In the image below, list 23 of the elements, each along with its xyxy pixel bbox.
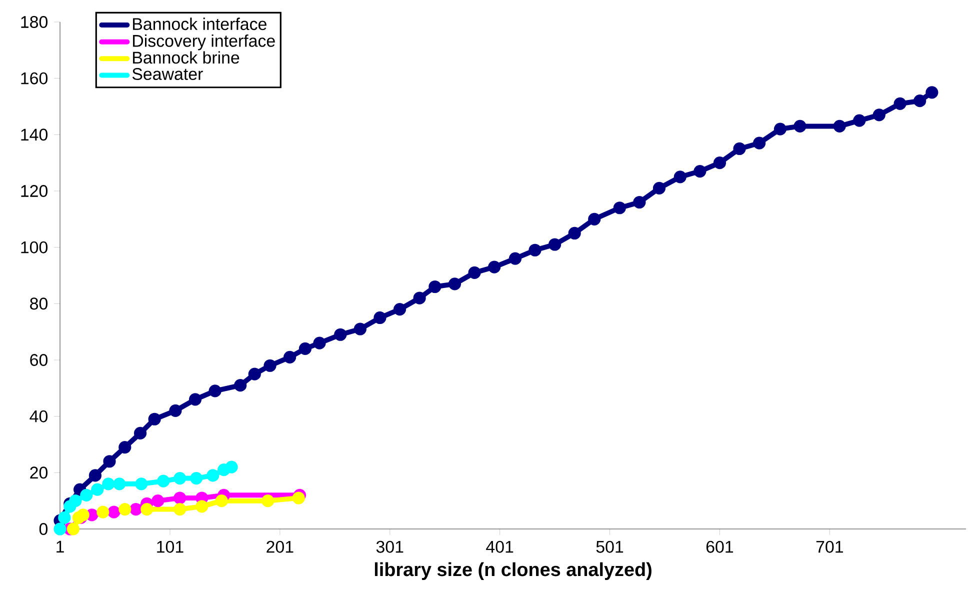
y-tick-label: 180 (21, 16, 48, 28)
y-tick-label: 60 (30, 354, 48, 366)
y-tick-label: 20 (30, 466, 48, 479)
y-tick-label: 80 (30, 298, 48, 310)
legend-label: Bannock brine (133, 51, 240, 64)
legend-label: Seawater (132, 68, 203, 80)
x-tick-label: 701 (816, 540, 843, 553)
y-tick-label: 0 (39, 522, 48, 535)
y-tick-label: 160 (21, 72, 48, 84)
x-tick-label: 501 (596, 540, 624, 553)
y-tick-label: 100 (21, 241, 48, 254)
x-tick-label: 601 (706, 540, 734, 553)
x-tick-label: 301 (376, 540, 404, 553)
legend-label: Discovery interface (133, 34, 275, 50)
x-tick-label: 201 (266, 540, 294, 553)
x-tick-label: 101 (157, 540, 184, 553)
y-tick-label: 120 (21, 184, 48, 197)
y-tick-label: 140 (21, 128, 48, 141)
legend-label: Bannock interface (133, 18, 266, 30)
x-axis-title: library size (n clones analyzed) (374, 562, 652, 580)
x-tick-label: 401 (486, 540, 514, 553)
y-tick-label: 40 (30, 410, 48, 422)
x-tick-label: 1 (56, 540, 64, 552)
